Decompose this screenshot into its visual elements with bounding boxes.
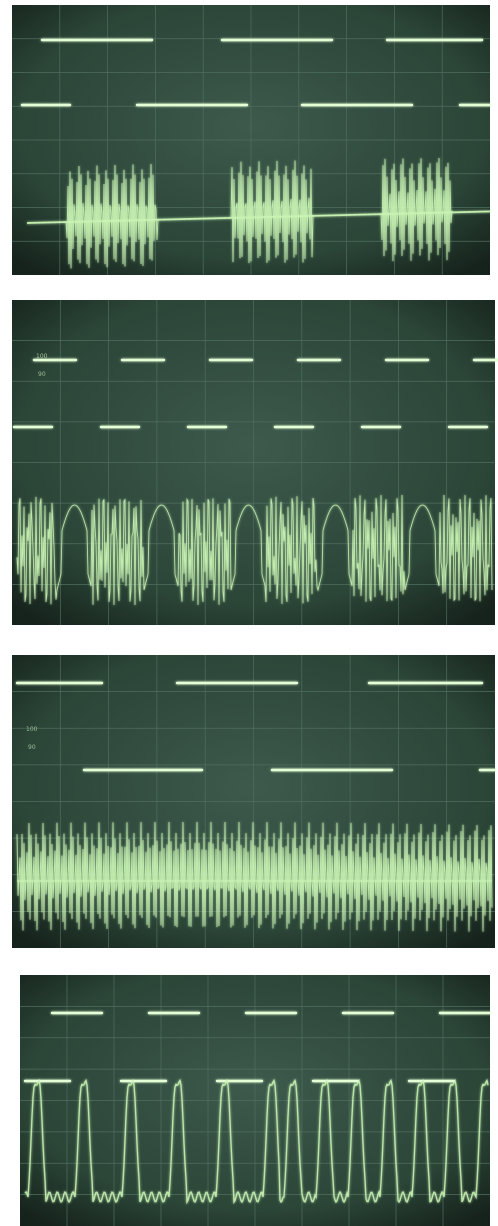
screenshot: 100 90 100 90: [0, 0, 498, 1226]
scope-3: 100 90: [12, 655, 495, 948]
scope-2: 100 90: [12, 300, 498, 625]
graticule-label: 90: [28, 744, 36, 751]
graticule-label: 90: [38, 371, 46, 378]
scope-1: [12, 5, 490, 275]
scope-4: [20, 975, 490, 1226]
graticule-label: 100: [26, 726, 38, 733]
